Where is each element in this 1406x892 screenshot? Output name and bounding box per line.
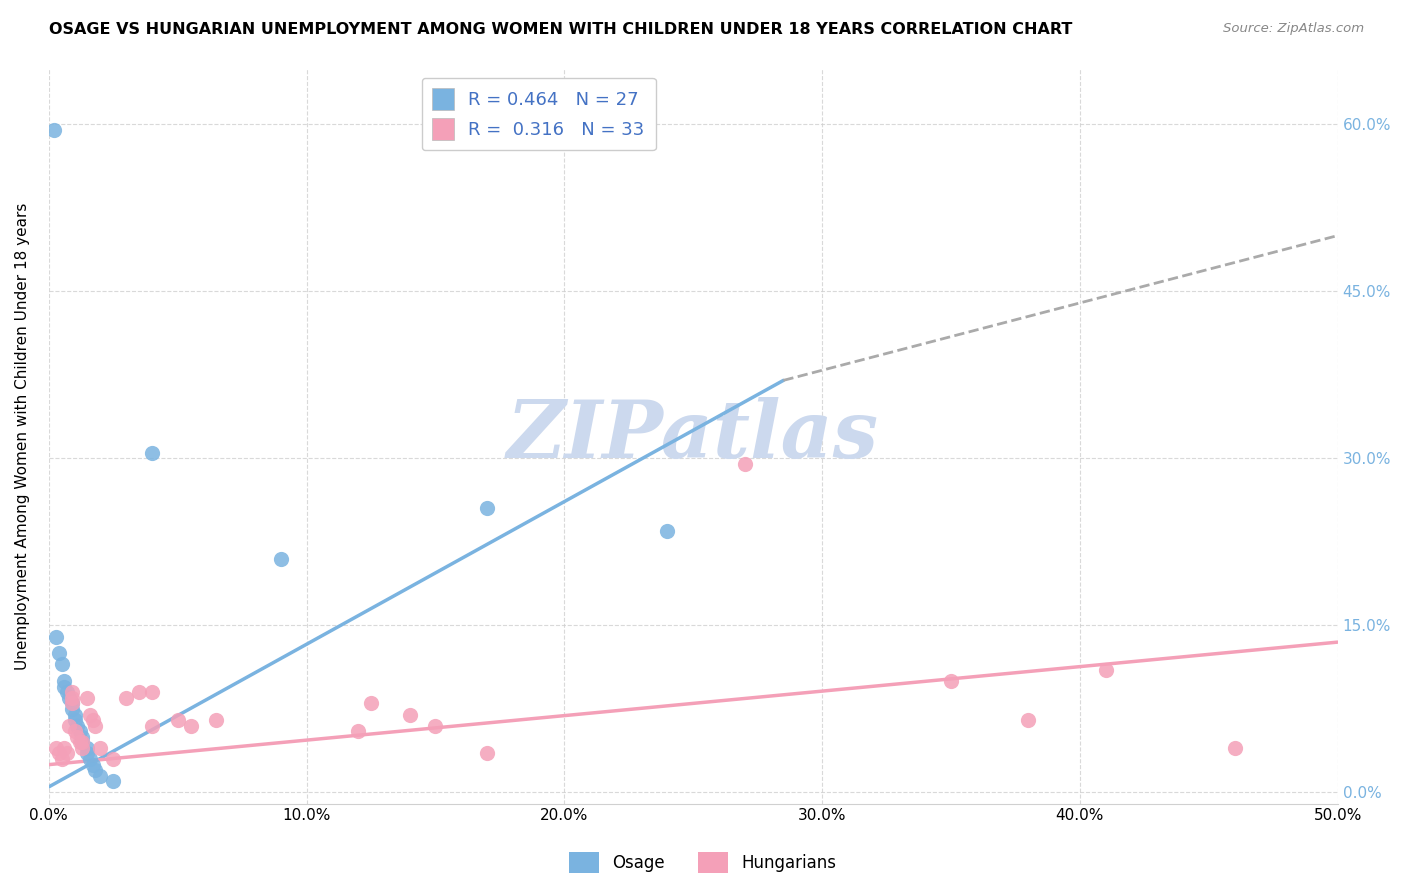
Point	[63, 707, 86, 722]
Point	[76, 690, 98, 705]
Point	[48, 646, 70, 660]
Point	[76, 747, 98, 761]
Point	[166, 713, 188, 727]
Point	[72, 735, 94, 749]
Point	[53, 740, 76, 755]
Point	[398, 707, 420, 722]
Point	[60, 702, 83, 716]
Point	[103, 774, 125, 789]
Point	[128, 685, 150, 699]
Point	[84, 763, 107, 777]
Point	[734, 457, 756, 471]
Point	[42, 122, 65, 136]
Point	[51, 752, 73, 766]
Legend: R = 0.464   N = 27, R =  0.316   N = 33: R = 0.464 N = 27, R = 0.316 N = 33	[422, 78, 655, 151]
Point	[45, 740, 67, 755]
Point	[79, 707, 101, 722]
Point	[425, 719, 447, 733]
Point	[141, 719, 163, 733]
Point	[270, 551, 292, 566]
Point	[60, 685, 83, 699]
Point	[60, 690, 83, 705]
Point	[141, 685, 163, 699]
Point	[82, 757, 104, 772]
Point	[89, 740, 111, 755]
Point	[205, 713, 228, 727]
Point	[72, 735, 94, 749]
Point	[48, 747, 70, 761]
Point	[56, 685, 79, 699]
Point	[657, 524, 679, 538]
Point	[66, 730, 89, 744]
Point	[60, 697, 83, 711]
Point	[103, 752, 125, 766]
Point	[89, 769, 111, 783]
Point	[1223, 740, 1246, 755]
Point	[347, 724, 370, 739]
Point	[180, 719, 202, 733]
Point	[475, 501, 498, 516]
Point	[60, 697, 83, 711]
Y-axis label: Unemployment Among Women with Children Under 18 years: Unemployment Among Women with Children U…	[15, 202, 30, 670]
Point	[63, 724, 86, 739]
Point	[66, 719, 89, 733]
Point	[63, 713, 86, 727]
Point	[72, 730, 94, 744]
Point	[82, 713, 104, 727]
Point	[45, 630, 67, 644]
Point	[76, 740, 98, 755]
Point	[115, 690, 138, 705]
Point	[1094, 663, 1116, 677]
Point	[939, 674, 962, 689]
Text: OSAGE VS HUNGARIAN UNEMPLOYMENT AMONG WOMEN WITH CHILDREN UNDER 18 YEARS CORRELA: OSAGE VS HUNGARIAN UNEMPLOYMENT AMONG WO…	[49, 22, 1073, 37]
Point	[1017, 713, 1039, 727]
Point	[69, 724, 91, 739]
Point	[69, 735, 91, 749]
Point	[72, 740, 94, 755]
Point	[141, 446, 163, 460]
Point	[53, 680, 76, 694]
Text: Source: ZipAtlas.com: Source: ZipAtlas.com	[1223, 22, 1364, 36]
Point	[51, 657, 73, 672]
Point	[53, 674, 76, 689]
Legend: Osage, Hungarians: Osage, Hungarians	[562, 846, 844, 880]
Point	[360, 697, 382, 711]
Point	[475, 747, 498, 761]
Text: ZIPatlas: ZIPatlas	[508, 397, 879, 475]
Point	[84, 719, 107, 733]
Point	[79, 752, 101, 766]
Point	[58, 690, 80, 705]
Point	[56, 747, 79, 761]
Point	[58, 719, 80, 733]
